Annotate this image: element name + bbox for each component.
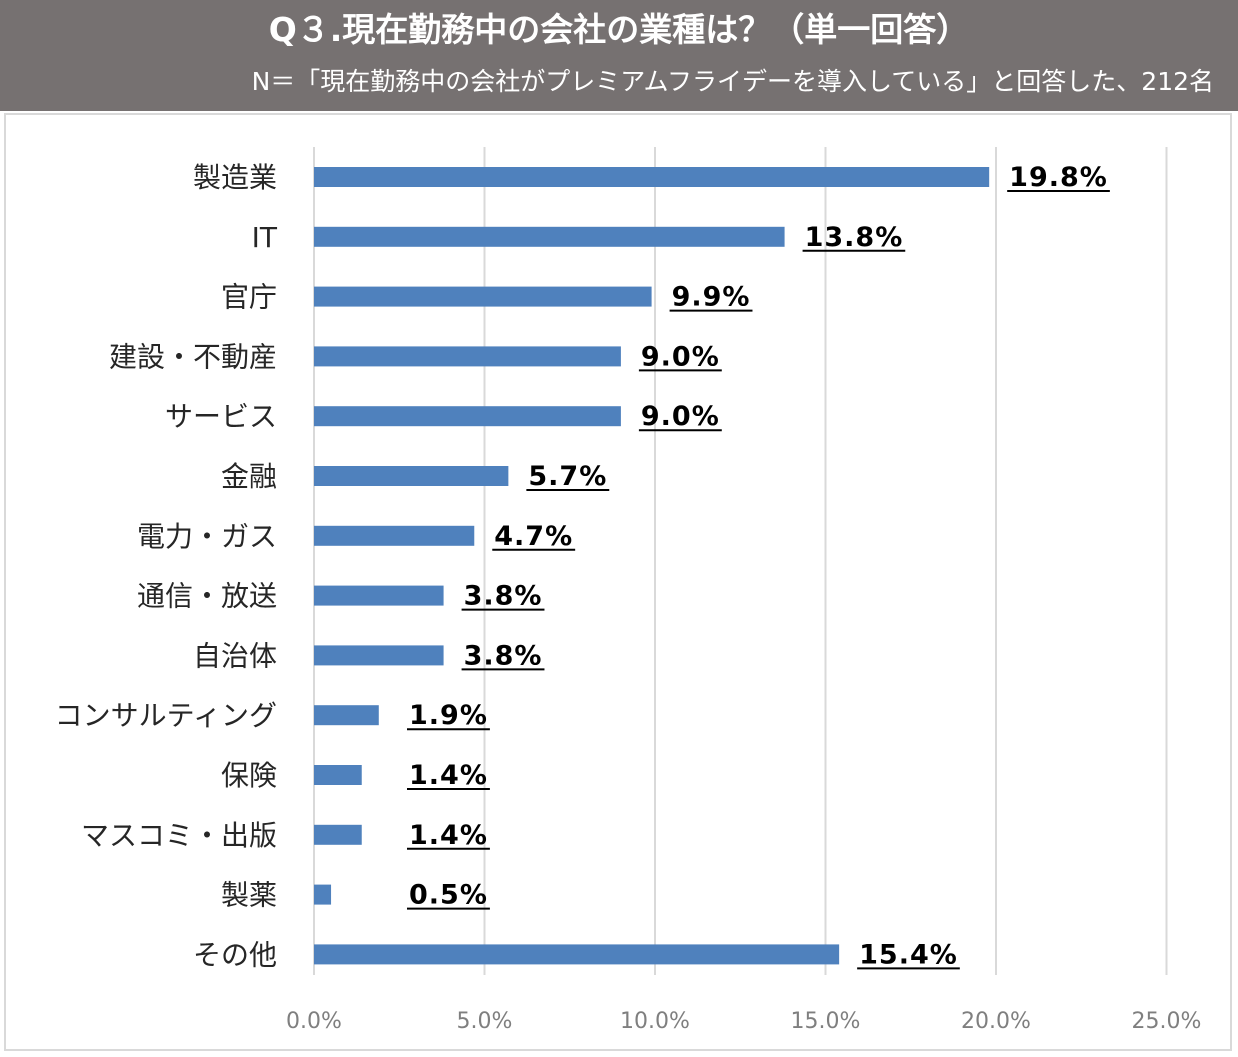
category-label: 通信・放送 — [137, 580, 277, 613]
category-label: 官庁 — [221, 281, 277, 314]
bar — [314, 525, 475, 546]
data-label: 3.8% — [464, 640, 543, 671]
data-label: 9.0% — [641, 401, 720, 432]
bar — [314, 884, 332, 905]
x-tick-label: 0.0% — [286, 1009, 342, 1034]
bar — [314, 406, 621, 427]
x-tick-label: 10.0% — [620, 1009, 690, 1034]
data-label: 0.5% — [409, 880, 488, 911]
category-label: 製造業 — [193, 161, 277, 194]
data-label: 1.4% — [409, 820, 488, 851]
bar — [314, 705, 379, 726]
bar — [314, 466, 509, 486]
category-label: 電力・ガス — [137, 520, 277, 553]
x-tick-label: 20.0% — [961, 1009, 1031, 1034]
bar — [314, 167, 990, 187]
category-label: 建設・不動産 — [109, 340, 277, 373]
data-label: 4.7% — [494, 521, 573, 552]
bar — [314, 824, 362, 845]
bar — [314, 286, 652, 307]
category-label: マスコミ・出版 — [81, 819, 277, 852]
data-label: 1.4% — [409, 760, 488, 791]
category-label: コンサルティング — [55, 699, 277, 732]
category-label: その他 — [193, 938, 277, 971]
data-label: 9.0% — [641, 341, 720, 372]
bar — [314, 944, 840, 965]
chart-subtitle: N＝「現在勤務中の会社がプレミアムフライデーを導入している」と回答した、212名 — [251, 67, 1214, 96]
category-label: 製薬 — [221, 879, 277, 912]
data-label: 1.9% — [409, 700, 488, 731]
data-label: 5.7% — [528, 461, 607, 492]
x-axis-ticks: 0.0% 5.0% 10.0% 15.0% 20.0% 25.0% — [286, 1009, 1201, 1034]
data-label: 3.8% — [464, 581, 543, 612]
chart-header: Q３.現在勤務中の会社の業種は？（単一回答） N＝「現在勤務中の会社がプレミアム… — [0, 0, 1238, 111]
category-label: IT — [252, 221, 278, 254]
data-labels: 19.8% 13.8% 9.9% 9.0% 9.0% 5.7% 4.7% 3.8% 3.8% 1.… — [407, 162, 1110, 970]
data-label: 13.8% — [805, 222, 904, 253]
data-label: 15.4% — [859, 939, 958, 970]
bar — [314, 346, 621, 367]
chart-frame: 製造業 IT 官庁建設・不動産サービス金融電力・ガス通信・放送自治体コンサルティング… — [4, 113, 1232, 1051]
bar — [314, 645, 444, 666]
bar — [314, 226, 785, 247]
x-tick-label: 25.0% — [1132, 1009, 1202, 1034]
bars — [314, 167, 990, 965]
category-label: 保険 — [221, 759, 277, 792]
data-label: 9.9% — [672, 282, 751, 313]
category-label: サービス — [165, 400, 277, 433]
category-label: 金融 — [221, 460, 277, 493]
category-label: 自治体 — [193, 639, 277, 672]
chart-title: Q３.現在勤務中の会社の業種は？（単一回答） — [268, 10, 970, 49]
x-tick-label: 5.0% — [457, 1009, 513, 1034]
bar — [314, 585, 444, 606]
bar — [314, 765, 362, 785]
x-tick-label: 15.0% — [791, 1009, 861, 1034]
category-labels: 製造業 IT 官庁建設・不動産サービス金融電力・ガス通信・放送自治体コンサルティング… — [55, 161, 278, 971]
bar-chart: 製造業 IT 官庁建設・不動産サービス金融電力・ガス通信・放送自治体コンサルティング… — [55, 147, 1201, 1034]
data-label: 19.8% — [1009, 162, 1108, 193]
